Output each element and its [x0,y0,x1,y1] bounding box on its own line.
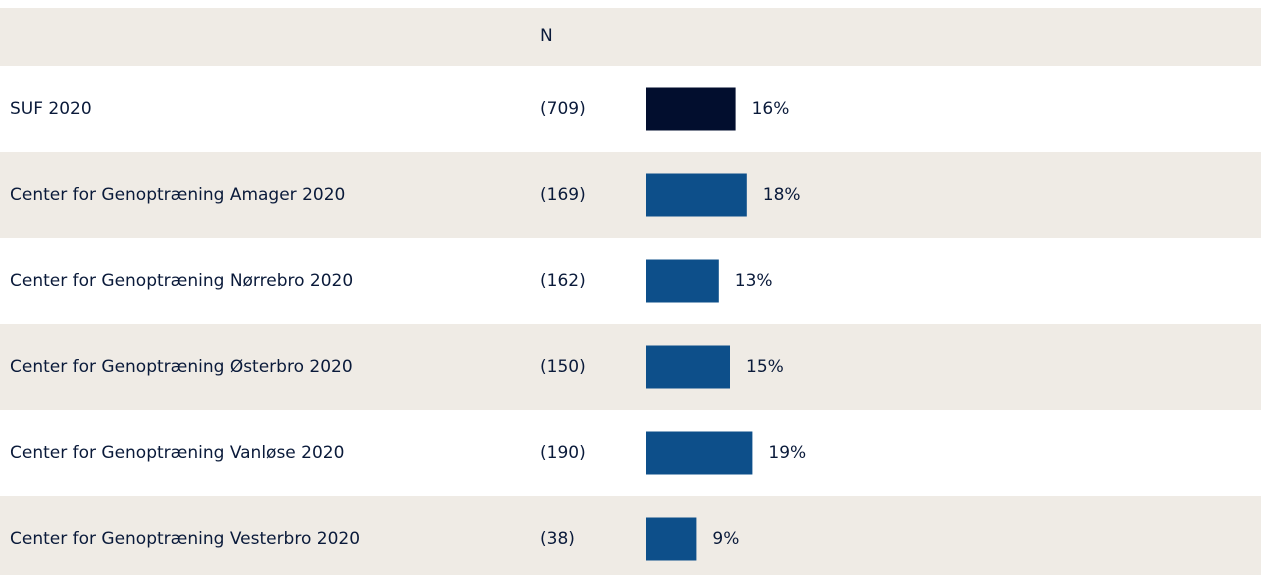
column-header: N [540,26,553,46]
n-label: (190) [540,443,586,463]
value-label: 15% [746,357,784,377]
bar [646,431,753,475]
category-label: Center for Genoptræning Nørrebro 2020 [10,271,353,291]
bar [646,259,719,303]
n-label: (162) [540,271,586,291]
value-label: 9% [712,529,739,549]
header-row [0,8,1261,66]
n-label: (169) [540,185,586,205]
category-label: Center for Genoptræning Østerbro 2020 [10,357,353,377]
row-background [0,496,1261,575]
row-background [0,324,1261,410]
bar [646,345,730,389]
bar [646,517,697,561]
category-label: SUF 2020 [10,99,92,119]
category-label: Center for Genoptræning Vesterbro 2020 [10,529,360,549]
value-label: 13% [735,271,773,291]
bar [646,87,736,131]
n-label: (150) [540,357,586,377]
value-label: 19% [768,443,806,463]
n-label: (38) [540,529,575,549]
row-background [0,152,1261,238]
n-label: (709) [540,99,586,119]
bar [646,173,747,217]
category-label: Center for Genoptræning Vanløse 2020 [10,443,344,463]
value-label: 16% [752,99,790,119]
value-label: 18% [763,185,801,205]
category-label: Center for Genoptræning Amager 2020 [10,185,345,205]
